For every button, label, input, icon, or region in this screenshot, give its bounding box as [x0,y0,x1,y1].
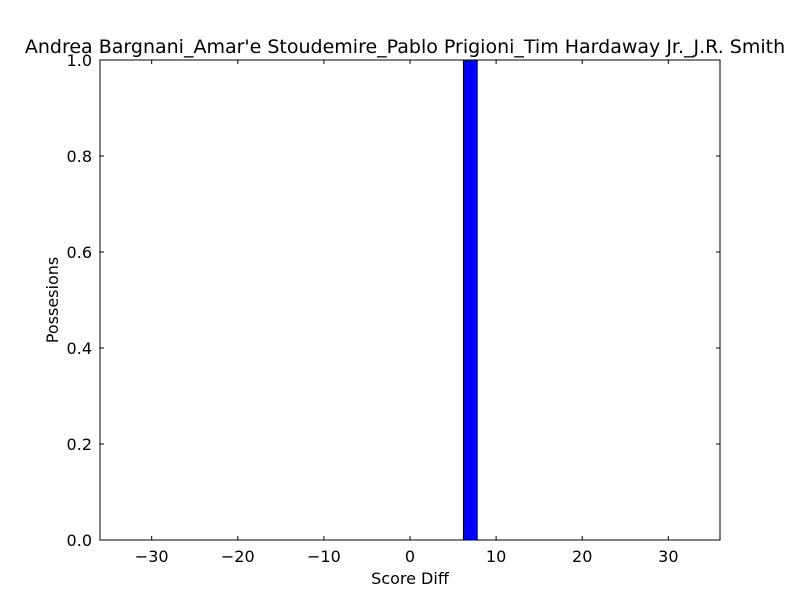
y-tick-label: 0.2 [67,435,92,454]
bars-layer [462,59,478,541]
x-tick-label: 10 [486,547,506,566]
x-tick-label: −30 [135,547,169,566]
y-tick-label: 0.0 [67,531,92,550]
ticks-layer: −30 −20 −10 0 10 20 30 0.0 0.2 0.4 0.6 0.8 1.0 [67,51,720,566]
y-tick-label: 1.0 [67,51,92,70]
y-tick-label: 0.8 [67,147,92,166]
x-axis-label: Score Diff [371,569,450,588]
chart-title: Andrea Bargnani_Amar'e Stoudemire_Pablo … [25,36,785,58]
bar-0 [462,59,478,541]
y-tick-label: 0.6 [67,243,92,262]
x-tick-label: −20 [221,547,255,566]
y-axis-label: Possesions [43,257,62,343]
x-tick-label: 30 [658,547,678,566]
x-tick-label: 0 [405,547,415,566]
plot-frame [99,59,721,541]
x-tick-label: 20 [572,547,592,566]
x-tick-label: −10 [307,547,341,566]
y-tick-label: 0.4 [67,339,92,358]
